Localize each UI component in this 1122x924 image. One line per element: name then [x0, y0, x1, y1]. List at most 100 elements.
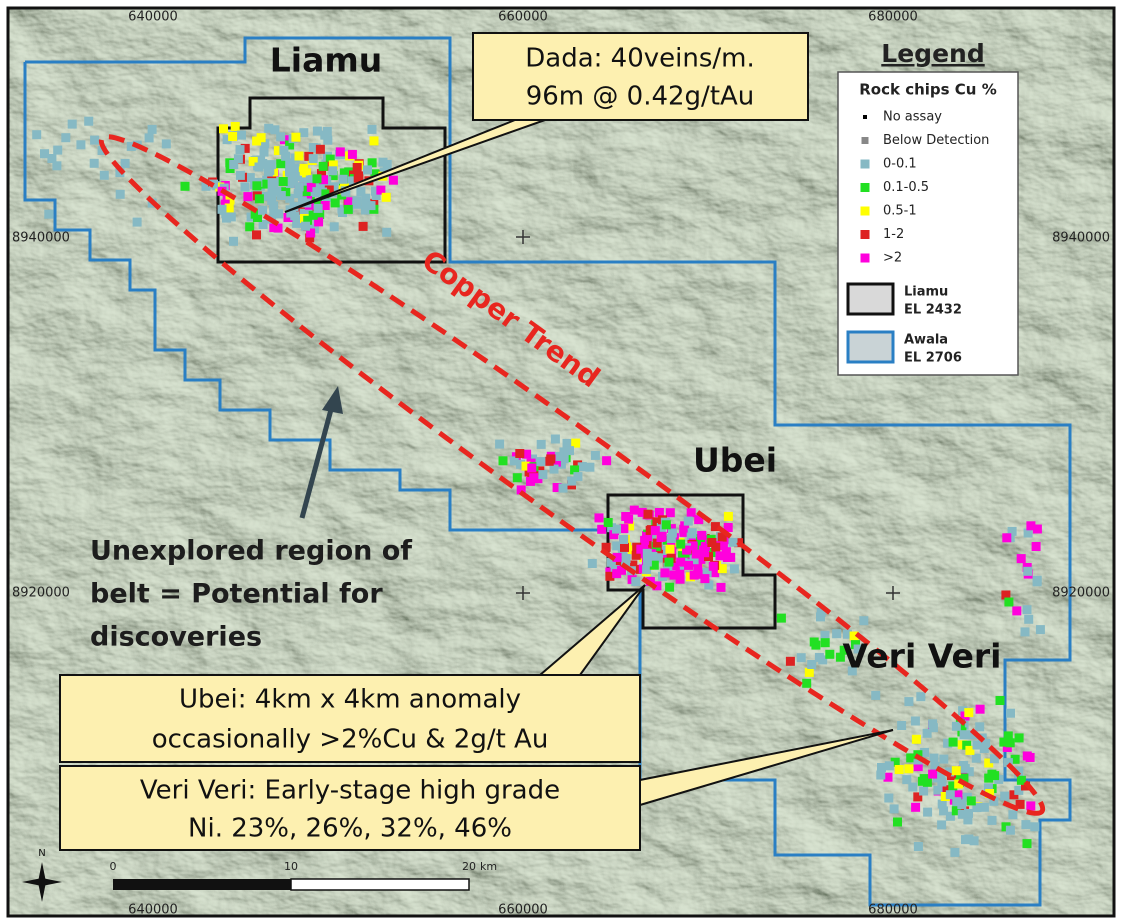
sample [728, 537, 738, 547]
sample [637, 507, 647, 517]
sample [382, 227, 392, 237]
sample [147, 124, 157, 134]
sample [516, 485, 526, 495]
sample [642, 557, 652, 567]
sample [243, 192, 253, 202]
sample [999, 737, 1009, 747]
sample [356, 187, 366, 197]
sample [347, 176, 357, 186]
sample [612, 524, 621, 534]
sample [894, 765, 904, 774]
sample [495, 439, 505, 449]
sample [945, 790, 955, 800]
sample [937, 799, 947, 809]
sample [928, 719, 938, 729]
sample [1014, 733, 1024, 743]
sample [680, 521, 690, 531]
sample [1016, 554, 1026, 564]
sample [594, 513, 604, 523]
sample [285, 162, 295, 172]
sample [315, 210, 325, 220]
sample [276, 132, 286, 142]
sample [529, 473, 539, 483]
sample [512, 473, 522, 483]
sample [267, 188, 277, 198]
sample [1001, 590, 1011, 600]
scale-segment [113, 879, 291, 890]
legend-label: 1-2 [883, 227, 904, 242]
sample [624, 514, 634, 524]
sample [689, 570, 699, 580]
sample [928, 769, 938, 779]
sample [320, 180, 330, 190]
sample [643, 509, 653, 519]
sample [666, 534, 676, 543]
sample [612, 541, 622, 551]
north-label: N [38, 848, 45, 859]
sample [320, 201, 330, 210]
sample [320, 189, 330, 199]
sample [631, 550, 641, 560]
sample [120, 158, 130, 168]
sample [1005, 825, 1015, 835]
sample [694, 515, 704, 525]
sample [835, 652, 845, 662]
sample [656, 533, 666, 542]
sample [859, 616, 869, 626]
sample [293, 189, 303, 199]
sample [1003, 758, 1013, 768]
sample [254, 194, 264, 204]
sample [916, 692, 926, 702]
sample [313, 203, 323, 213]
liamu-tenement [216, 96, 447, 264]
sample [1014, 785, 1024, 795]
sample [682, 545, 692, 555]
sample [984, 758, 994, 768]
sample [229, 160, 239, 169]
sample [573, 472, 583, 482]
sample [252, 181, 262, 191]
sample [269, 209, 279, 219]
sample [919, 774, 929, 784]
sample [966, 796, 976, 806]
sample [516, 459, 526, 469]
sample [663, 562, 673, 572]
sample [649, 560, 659, 570]
sample [871, 690, 881, 700]
sample [654, 553, 664, 563]
sample [890, 757, 900, 767]
sample [90, 135, 100, 145]
sample [969, 836, 979, 846]
sample [1031, 542, 1041, 551]
sample [675, 566, 685, 576]
sample [99, 170, 109, 180]
sample [84, 116, 94, 126]
sample [776, 613, 786, 623]
sample [237, 130, 246, 140]
sample [612, 569, 622, 579]
sample [804, 667, 814, 677]
sample [343, 204, 353, 214]
note-line: belt = Potential for [90, 579, 383, 610]
sample [308, 210, 318, 220]
sample [222, 213, 231, 223]
sample [289, 202, 299, 211]
callout-box [59, 765, 641, 851]
legend-swatch [860, 183, 870, 192]
sample [376, 185, 386, 195]
sample [269, 201, 279, 211]
sample [601, 542, 611, 552]
veri-veri-label: Veri Veri [843, 637, 1002, 676]
sample [839, 645, 849, 655]
sample [285, 193, 295, 203]
sample [567, 476, 577, 486]
sample [1026, 801, 1036, 811]
sample [344, 197, 354, 207]
sample [274, 209, 283, 219]
sample [253, 213, 262, 222]
sample [235, 170, 245, 180]
sample [939, 806, 949, 816]
legend-swatch [861, 137, 869, 144]
sample [299, 128, 309, 138]
sample [849, 631, 859, 641]
